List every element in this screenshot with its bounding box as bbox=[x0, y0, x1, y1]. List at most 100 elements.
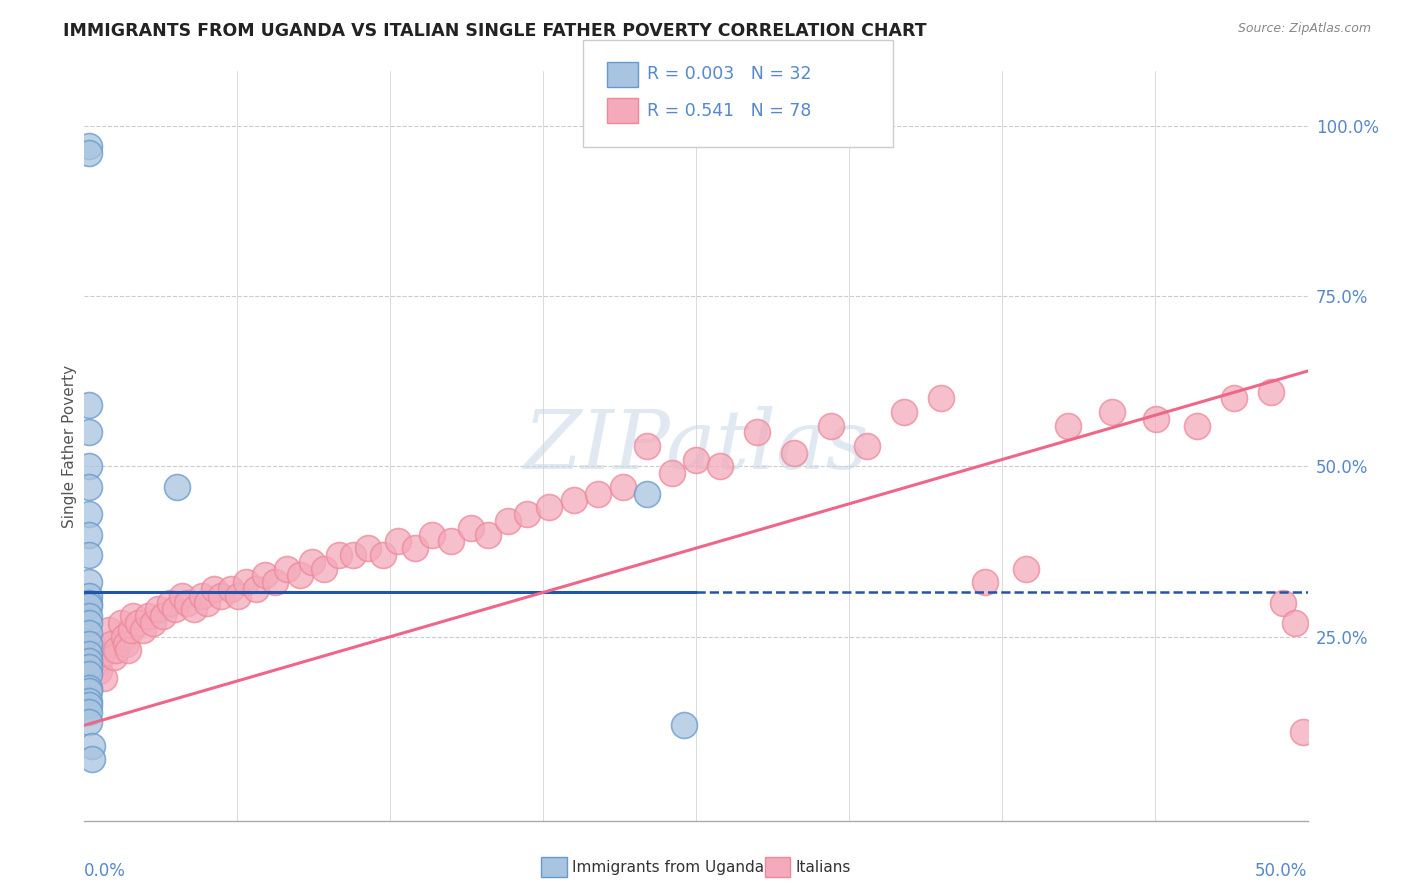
Text: IMMIGRANTS FROM UGANDA VS ITALIAN SINGLE FATHER POVERTY CORRELATION CHART: IMMIGRANTS FROM UGANDA VS ITALIAN SINGLE… bbox=[63, 22, 927, 40]
Point bbox=[301, 555, 323, 569]
Point bbox=[172, 589, 194, 603]
Point bbox=[477, 527, 499, 541]
Point bbox=[77, 459, 100, 474]
Point bbox=[100, 636, 122, 650]
Point bbox=[86, 657, 108, 671]
Point bbox=[276, 561, 298, 575]
Point bbox=[77, 146, 100, 161]
Point bbox=[1292, 725, 1315, 739]
Point bbox=[90, 650, 112, 665]
Point bbox=[783, 446, 806, 460]
Point bbox=[77, 647, 100, 661]
Point bbox=[288, 568, 311, 582]
Point bbox=[77, 636, 100, 650]
Point bbox=[115, 636, 138, 650]
Point bbox=[142, 616, 165, 631]
Point bbox=[176, 596, 198, 610]
Point bbox=[636, 486, 658, 500]
Point bbox=[209, 589, 232, 603]
Point bbox=[105, 643, 128, 657]
Point bbox=[387, 534, 409, 549]
Point bbox=[77, 609, 100, 624]
Point bbox=[709, 459, 731, 474]
Point bbox=[80, 752, 103, 766]
Point bbox=[77, 398, 100, 412]
Point bbox=[1187, 418, 1209, 433]
Point bbox=[1015, 561, 1038, 575]
Point bbox=[586, 486, 609, 500]
Point bbox=[228, 589, 250, 603]
Point bbox=[661, 467, 683, 481]
Point bbox=[77, 626, 100, 640]
Point bbox=[191, 589, 214, 603]
Point bbox=[77, 667, 100, 681]
Point bbox=[1056, 418, 1078, 433]
Point bbox=[893, 405, 915, 419]
Point bbox=[235, 575, 257, 590]
Point bbox=[1272, 596, 1295, 610]
Point bbox=[357, 541, 380, 556]
Point bbox=[516, 507, 538, 521]
Point bbox=[152, 609, 174, 624]
Point bbox=[77, 616, 100, 631]
Point bbox=[496, 514, 519, 528]
Point bbox=[195, 596, 218, 610]
Point bbox=[1284, 616, 1306, 631]
Point bbox=[93, 671, 115, 685]
Point bbox=[77, 596, 100, 610]
Point bbox=[328, 548, 350, 562]
Point bbox=[77, 599, 100, 613]
Point bbox=[1223, 392, 1246, 406]
Point bbox=[77, 480, 100, 494]
Point bbox=[77, 694, 100, 708]
Point bbox=[202, 582, 225, 596]
Point bbox=[77, 681, 100, 695]
Point bbox=[120, 623, 142, 637]
Point bbox=[254, 568, 277, 582]
Point bbox=[77, 660, 100, 674]
Point bbox=[973, 575, 995, 590]
Point bbox=[820, 418, 842, 433]
Point bbox=[371, 548, 394, 562]
Point bbox=[685, 452, 707, 467]
Point bbox=[83, 650, 105, 665]
Point bbox=[929, 392, 952, 406]
Text: Source: ZipAtlas.com: Source: ZipAtlas.com bbox=[1237, 22, 1371, 36]
Point bbox=[856, 439, 879, 453]
Point bbox=[117, 643, 139, 657]
Point bbox=[77, 507, 100, 521]
Point bbox=[1260, 384, 1282, 399]
Point bbox=[460, 521, 482, 535]
Point bbox=[538, 500, 561, 515]
Point bbox=[747, 425, 769, 440]
Text: R = 0.541   N = 78: R = 0.541 N = 78 bbox=[647, 102, 811, 120]
Point bbox=[77, 425, 100, 440]
Point bbox=[97, 623, 120, 637]
Point bbox=[163, 602, 186, 616]
Point bbox=[1101, 405, 1123, 419]
Point bbox=[77, 714, 100, 729]
Point bbox=[166, 480, 188, 494]
Point bbox=[404, 541, 426, 556]
Point bbox=[219, 582, 242, 596]
Point bbox=[77, 527, 100, 541]
Point bbox=[132, 623, 155, 637]
Point bbox=[77, 684, 100, 698]
Point bbox=[87, 664, 110, 678]
Point bbox=[80, 739, 103, 753]
Text: Immigrants from Uganda: Immigrants from Uganda bbox=[572, 860, 765, 874]
Point bbox=[314, 561, 336, 575]
Point bbox=[122, 609, 145, 624]
Point bbox=[77, 589, 100, 603]
Text: 50.0%: 50.0% bbox=[1256, 862, 1308, 880]
Point bbox=[136, 609, 159, 624]
Point bbox=[562, 493, 585, 508]
Point bbox=[146, 602, 169, 616]
Point bbox=[245, 582, 267, 596]
Point bbox=[159, 596, 181, 610]
Point bbox=[77, 698, 100, 712]
Text: 0.0%: 0.0% bbox=[84, 862, 127, 880]
Point bbox=[636, 439, 658, 453]
Point bbox=[264, 575, 287, 590]
Point bbox=[77, 575, 100, 590]
